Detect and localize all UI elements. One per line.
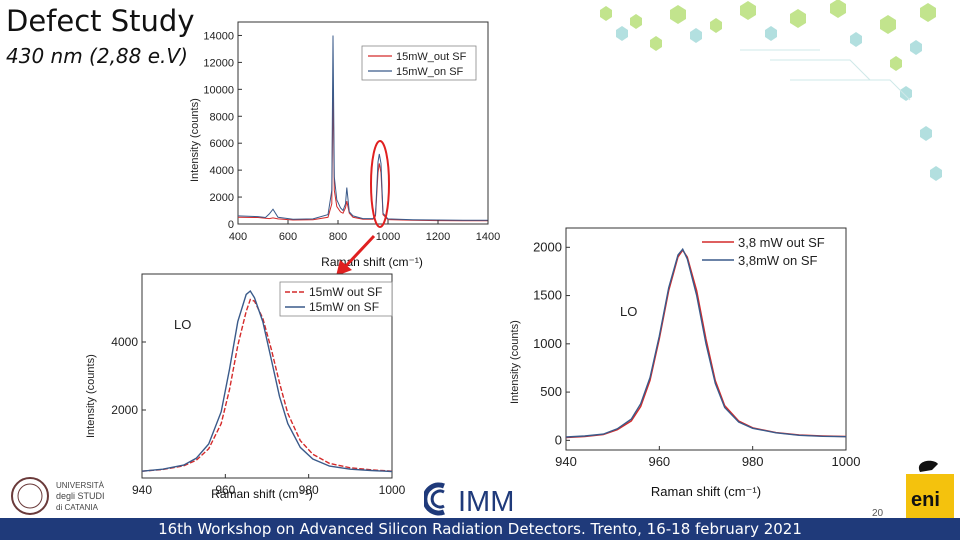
x-tick-label: 940	[555, 454, 577, 469]
x-tick-label: 1000	[379, 483, 406, 497]
y-tick-label: 4000	[111, 335, 138, 349]
y-tick-label: 0	[228, 219, 234, 231]
series-line-on-sf	[565, 247, 847, 438]
y-tick-label: 12000	[203, 57, 234, 69]
imm-logo: IMM	[424, 482, 514, 516]
decorative-hexagon-pattern	[600, 0, 942, 181]
x-tick-label: 940	[132, 483, 152, 497]
page-number: 20	[872, 508, 884, 519]
y-tick-label: 500	[540, 384, 562, 399]
unict-line-2: degli STUDI	[56, 491, 105, 501]
lo-annotation: LO	[174, 317, 191, 332]
unict-logo: UNIVERSITÀ degli STUDI di CATANIA	[11, 477, 105, 515]
eni-logo: eni	[906, 460, 954, 518]
series-line-out-sf	[141, 298, 393, 472]
x-tick-label: 600	[279, 231, 297, 243]
unict-line-3: di CATANIA	[56, 503, 99, 512]
y-tick-label: 1000	[533, 336, 562, 351]
x-tick-label: 980	[742, 454, 764, 469]
y-tick-label: 6000	[210, 138, 234, 150]
x-tick-label: 400	[229, 231, 247, 243]
chart-legend: 3,8 mW out SF 3,8mW on SF	[702, 235, 825, 268]
y-tick-label: 2000	[533, 239, 562, 254]
x-tick-label: 800	[329, 231, 347, 243]
y-tick-label: 10000	[203, 84, 234, 96]
y-tick-label: 8000	[210, 111, 234, 123]
lo-zoom-3-8mw-chart: 940 960 980 1000 0 500 1000 1500 2000 3,8 mW ou…	[509, 227, 861, 499]
x-tick-label: 980	[299, 483, 319, 497]
legend-label-on: 15mW_on SF	[396, 66, 464, 78]
series-line-out-sf	[237, 82, 488, 222]
zoom-arrow	[336, 234, 376, 276]
eni-text: eni	[911, 489, 940, 511]
y-tick-label: 4000	[210, 165, 234, 177]
lo-annotation: LO	[620, 304, 637, 319]
x-tick-label: 1000	[376, 231, 400, 243]
y-axis-label: Intensity (counts)	[189, 98, 201, 182]
overview-raman-chart: 400 600 800 1000 1200 1400 0 2000 4000 6000 8000 1…	[189, 21, 500, 269]
x-tick-label: 1400	[476, 231, 500, 243]
lo-peak-highlight-ellipse	[370, 140, 390, 228]
footer-text: 16th Workshop on Advanced Silicon Radiat…	[158, 520, 802, 538]
chart-legend: 15mW_out SF 15mW_on SF	[361, 45, 477, 81]
legend-label-out: 15mW_out SF	[396, 51, 467, 63]
slide-subtitle: 430 nm (2,88 e.V)	[6, 44, 188, 68]
imm-text: IMM	[458, 486, 514, 516]
footer-bar	[0, 518, 960, 540]
x-tick-label: 1000	[832, 454, 861, 469]
series-line-on-sf	[141, 289, 393, 473]
x-tick-label: 1200	[426, 231, 450, 243]
slide-title: Defect Study	[6, 4, 195, 38]
series-line-on-sf	[237, 35, 488, 221]
y-axis-label: Intensity (counts)	[509, 320, 521, 404]
legend-label-on: 15mW on SF	[309, 300, 379, 314]
x-tick-label: 960	[215, 483, 235, 497]
y-tick-label: 0	[555, 432, 562, 447]
y-tick-label: 1500	[533, 288, 562, 303]
x-tick-label: 960	[648, 454, 670, 469]
y-tick-label: 14000	[203, 30, 234, 42]
x-axis-label: Raman shift (cm⁻¹)	[211, 487, 313, 501]
y-tick-label: 2000	[210, 192, 234, 204]
legend-label-on: 3,8mW on SF	[738, 253, 818, 268]
chart-legend: 15mW out SF 15mW on SF	[279, 281, 393, 317]
y-axis-label: Intensity (counts)	[85, 354, 97, 438]
y-tick-label: 2000	[111, 403, 138, 417]
unict-line-1: UNIVERSITÀ	[56, 481, 105, 490]
legend-label-out: 15mW out SF	[309, 285, 382, 299]
x-axis-label: Raman shift (cm⁻¹)	[651, 484, 761, 499]
lo-zoom-15mw-chart: 940 960 980 1000 2000 4000 15mW out SF 15mW …	[85, 273, 406, 501]
legend-label-out: 3,8 mW out SF	[738, 235, 825, 250]
